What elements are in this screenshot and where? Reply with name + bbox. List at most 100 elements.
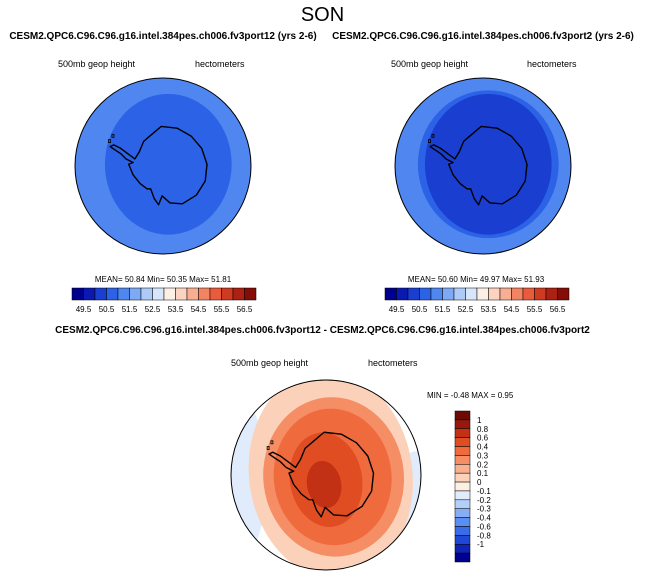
colorbar-swatch: [175, 287, 188, 301]
colorbar-swatch: [186, 287, 199, 301]
figure-title: SON: [301, 4, 344, 26]
map-border: [74, 77, 252, 255]
field-layer-positive-peak: [306, 460, 342, 509]
colorbar-swatch: [454, 419, 471, 430]
colorbar-tick-label: 55.5: [527, 305, 543, 314]
panel-1: CESM2.QPC6.C96.C96.g16.intel.384pes.ch00…: [9, 31, 316, 314]
colorbar-swatch: [454, 508, 471, 518]
colorbar-swatch: [557, 287, 570, 301]
colorbar-swatch: [163, 287, 176, 301]
map-border: [230, 379, 422, 571]
panel-2-stats: MEAN= 50.60 Min= 49.97 Max= 51.93: [408, 275, 545, 284]
colorbar-swatch: [454, 428, 471, 438]
colorbar-swatch: [71, 287, 84, 301]
colorbar-tick-label: 52.5: [458, 305, 474, 314]
colorbar-swatch: [454, 490, 471, 501]
colorbar-tick-label: 50.5: [412, 305, 428, 314]
colorbar-swatch: [430, 287, 443, 301]
colorbar-tick-label: 50.5: [99, 305, 115, 314]
colorbar-swatch: [488, 287, 501, 301]
colorbar-swatch: [94, 287, 107, 301]
colorbar-tick-label: -0.8: [477, 531, 491, 540]
panel-2-title: CESM2.QPC6.C96.C96.g16.intel.384pes.ch00…: [332, 31, 634, 42]
colorbar-swatch: [244, 287, 257, 301]
colorbar-swatch: [454, 535, 471, 545]
colorbar-tick-label: 54.5: [191, 305, 207, 314]
panel-3-title: CESM2.QPC6.C96.C96.g16.intel.384pes.ch00…: [55, 325, 590, 336]
panel-2-left-label: 500mb geop height: [391, 59, 469, 69]
panel-3-right-label: hectometers: [368, 358, 418, 368]
colorbar-tick-label: 0.2: [477, 460, 489, 469]
panel-3-left-label: 500mb geop height: [231, 358, 309, 368]
colorbar-swatch: [454, 410, 471, 421]
colorbar-swatch: [152, 287, 165, 301]
colorbar-swatch: [129, 287, 142, 301]
island-outline: [270, 440, 274, 445]
colorbar-swatch: [232, 287, 245, 301]
colorbar-swatch: [465, 287, 478, 301]
colorbar-tick-label: -0.6: [477, 522, 491, 531]
colorbar-tick-label: 49.5: [389, 305, 405, 314]
colorbar-swatch: [396, 287, 409, 301]
colorbar-swatch: [83, 287, 96, 301]
colorbar-swatch: [476, 287, 489, 301]
colorbar-swatch: [454, 526, 471, 536]
colorbar-tick-label: 52.5: [145, 305, 161, 314]
panel-1-left-label: 500mb geop height: [58, 59, 136, 69]
colorbar-tick-label: 55.5: [214, 305, 230, 314]
colorbar-tick-label: -1: [477, 540, 485, 549]
colorbar-swatch: [454, 455, 471, 465]
island-outline: [428, 139, 431, 144]
panel-3-stats: MIN = -0.48 MAX = 0.95: [427, 391, 514, 400]
colorbar-tick-label: 51.5: [122, 305, 138, 314]
panel-1-colorbar: 49.5 50.5 51.5 52.5 53.5 54.5 55.5 56.5: [71, 287, 257, 314]
colorbar-tick-label: 0.6: [477, 434, 489, 443]
colorbar-tick-label: 0.1: [477, 469, 489, 478]
colorbar-swatch: [419, 287, 432, 301]
panel-1-map: [74, 77, 252, 255]
colorbar-swatch: [198, 287, 211, 301]
field-layer-west-lobe: [231, 394, 267, 566]
colorbar-swatch: [209, 287, 222, 301]
colorbar-swatch: [117, 287, 130, 301]
colorbar-swatch: [454, 543, 471, 554]
colorbar-tick-label: -0.3: [477, 505, 491, 514]
colorbar-tick-label: 1: [477, 416, 482, 425]
colorbar-swatch: [454, 446, 471, 456]
colorbar-tick-label: 53.5: [168, 305, 184, 314]
panel-3: CESM2.QPC6.C96.C96.g16.intel.384pes.ch00…: [55, 325, 590, 571]
map-border: [394, 77, 572, 255]
colorbar-swatch: [454, 552, 471, 563]
panel-2: CESM2.QPC6.C96.C96.g16.intel.384pes.ch00…: [332, 31, 634, 314]
colorbar-tick-label: -0.1: [477, 487, 491, 496]
panel-3-colorbar: 10.80.60.40.30.20.10-0.1-0.2-0.3-0.4-0.6…: [454, 410, 491, 563]
colorbar-swatch: [522, 287, 535, 301]
colorbar-swatch: [454, 437, 471, 447]
colorbar-swatch: [221, 287, 234, 301]
colorbar-swatch: [454, 481, 471, 492]
colorbar-tick-label: 53.5: [481, 305, 497, 314]
colorbar-tick-label: 54.5: [504, 305, 520, 314]
colorbar-swatch: [453, 287, 466, 301]
colorbar-tick-label: 0.4: [477, 443, 489, 452]
colorbar-swatch: [454, 472, 471, 483]
colorbar-tick-label: 56.5: [237, 305, 253, 314]
field-layer-antarctic-interior: [104, 93, 232, 235]
colorbar-swatch: [442, 287, 455, 301]
panel-2-map: [394, 77, 572, 255]
colorbar-swatch: [499, 287, 512, 301]
colorbar-tick-label: 49.5: [76, 305, 92, 314]
panel-3-map: [230, 379, 422, 571]
panel-1-title: CESM2.QPC6.C96.C96.g16.intel.384pes.ch00…: [9, 31, 316, 42]
island-outline: [431, 133, 435, 138]
colorbar-swatch: [407, 287, 420, 301]
panel-1-stats: MEAN= 50.84 Min= 50.35 Max= 51.81: [95, 275, 232, 284]
colorbar-swatch: [511, 287, 524, 301]
colorbar-swatch: [454, 499, 471, 509]
panel-2-right-label: hectometers: [527, 59, 577, 69]
colorbar-tick-label: -0.4: [477, 514, 491, 523]
panel-2-colorbar: 49.5 50.5 51.5 52.5 53.5 54.5 55.5 56.5: [384, 287, 570, 314]
panel-1-right-label: hectometers: [195, 59, 245, 69]
colorbar-swatch: [384, 287, 397, 301]
